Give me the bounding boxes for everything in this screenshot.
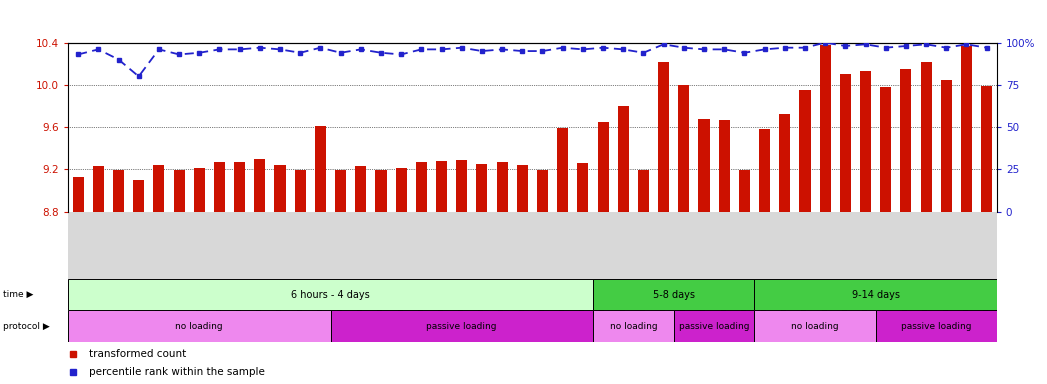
Bar (739, 170, 750, 384)
Bar (496, 162, 508, 384)
Text: no loading: no loading (792, 321, 839, 331)
Bar (900, 69, 912, 384)
Bar (779, 114, 790, 384)
Bar (598, 122, 608, 384)
Bar (718, 120, 730, 384)
Text: passive loading: passive loading (426, 321, 497, 331)
Bar (759, 129, 771, 384)
Text: no loading: no loading (176, 321, 223, 331)
Bar (577, 163, 588, 384)
Text: transformed count: transformed count (89, 349, 186, 359)
Bar (593, 279, 755, 310)
Bar (698, 119, 710, 384)
Bar (294, 170, 306, 384)
Bar (331, 310, 593, 342)
Bar (659, 62, 669, 384)
Bar (557, 128, 569, 384)
Bar (133, 180, 144, 384)
Bar (436, 161, 447, 384)
Bar (396, 168, 406, 384)
Bar (68, 310, 331, 342)
Text: no loading: no loading (609, 321, 658, 331)
Bar (72, 177, 84, 384)
Text: 5-8 days: 5-8 days (652, 290, 695, 300)
Text: protocol ▶: protocol ▶ (3, 321, 50, 331)
Bar (274, 165, 286, 384)
Bar (920, 62, 932, 384)
Bar (68, 279, 593, 310)
Bar (355, 166, 366, 384)
Bar (416, 162, 427, 384)
Text: 9-14 days: 9-14 days (851, 290, 899, 300)
Bar (940, 79, 952, 384)
Bar (235, 162, 245, 384)
Bar (476, 164, 488, 384)
Bar (755, 310, 875, 342)
Text: time ▶: time ▶ (3, 290, 34, 299)
Bar (875, 310, 997, 342)
Bar (961, 46, 972, 384)
Bar (755, 279, 997, 310)
Text: percentile rank within the sample: percentile rank within the sample (89, 367, 265, 377)
Bar (254, 159, 265, 384)
Bar (174, 170, 184, 384)
Bar (860, 71, 871, 384)
Bar (153, 165, 164, 384)
Bar (93, 166, 104, 384)
Bar (820, 45, 830, 384)
Bar (881, 87, 891, 384)
Bar (517, 165, 528, 384)
Bar (800, 90, 810, 384)
Bar (376, 170, 386, 384)
Bar (194, 168, 205, 384)
Bar (113, 170, 125, 384)
Bar (315, 126, 326, 384)
Bar (593, 310, 673, 342)
Bar (335, 170, 347, 384)
Bar (456, 160, 467, 384)
Bar (537, 170, 548, 384)
Bar (678, 85, 689, 384)
Bar (214, 162, 225, 384)
Bar (840, 74, 851, 384)
Bar (618, 106, 629, 384)
Text: passive loading: passive loading (900, 321, 972, 331)
Text: passive loading: passive loading (678, 321, 750, 331)
Text: 6 hours - 4 days: 6 hours - 4 days (291, 290, 370, 300)
Bar (981, 86, 993, 384)
Bar (638, 170, 649, 384)
Bar (673, 310, 755, 342)
